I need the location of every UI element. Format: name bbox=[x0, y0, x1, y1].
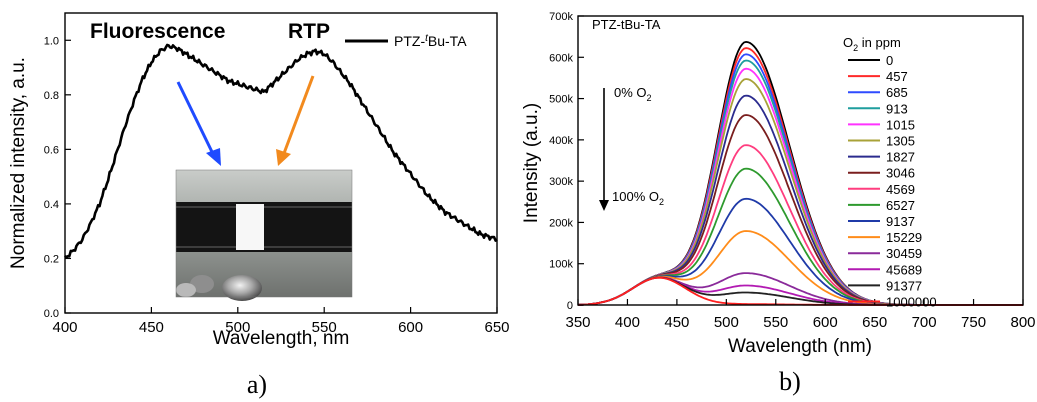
panel-b-y-tick-label: 600k bbox=[549, 52, 573, 64]
panel-b-legend-label: 6527 bbox=[886, 198, 915, 213]
panel-b-label: b) bbox=[779, 367, 801, 396]
panel-b-x-tick-label: 550 bbox=[763, 314, 788, 331]
panel-b-legend-label: 685 bbox=[886, 85, 908, 100]
panel-a: 400 450 500 550 600 650 0.0 0.2 0.4 0.6 0.8 1.0 Flu… bbox=[8, 12, 510, 399]
panel-b-legend-label: 1000000 bbox=[886, 295, 937, 310]
panel-a-axis-ticks: 400 450 500 550 600 650 0.0 0.2 0.4 0.6 0.8 1.0 bbox=[44, 35, 510, 336]
panel-a-legend: PTZ-tBu-TA bbox=[345, 33, 467, 50]
panel-b-legend-label: 457 bbox=[886, 69, 908, 84]
panel-b: 350 400 450 500 550 600 650 700 750 800 0 100k 200k 3… bbox=[521, 11, 1036, 396]
panel-a-x-tick-label: 600 bbox=[398, 319, 423, 336]
panel-b-legend-label: 15229 bbox=[886, 230, 922, 245]
panel-b-plot-frame bbox=[577, 15, 1024, 306]
fluorescence-annotation: Fluorescence bbox=[90, 20, 225, 43]
panel-a-y-tick-label: 0.2 bbox=[44, 253, 59, 265]
panel-a-legend-label: PTZ-tBu-TA bbox=[394, 33, 467, 50]
panel-a-x-tick-label: 650 bbox=[484, 319, 509, 336]
panel-b-x-tick-label: 600 bbox=[813, 314, 838, 331]
panel-b-y-tick-label: 500k bbox=[549, 94, 573, 106]
panel-b-series-line bbox=[578, 40, 1023, 306]
panel-b-legend-label: 913 bbox=[886, 101, 908, 116]
panel-a-y-tick-label: 0.6 bbox=[44, 144, 59, 156]
panel-b-x-tick-label: 700 bbox=[912, 314, 937, 331]
panel-a-y-axis-label: Normalized intensity, a.u. bbox=[8, 57, 29, 269]
panel-b-title: PTZ-tBu-TA bbox=[592, 17, 661, 32]
panel-b-y-tick-label: 400k bbox=[549, 135, 573, 147]
panel-b-x-tick-label: 400 bbox=[615, 314, 640, 331]
panel-a-y-tick-label: 0.8 bbox=[44, 90, 59, 102]
panel-b-legend-label: 1305 bbox=[886, 134, 915, 149]
rtp-arrow bbox=[276, 75, 315, 166]
panel-b-x-tick-label: 500 bbox=[714, 314, 739, 331]
panel-a-x-tick-label: 400 bbox=[52, 319, 77, 336]
panel-b-legend-label: 3046 bbox=[886, 166, 915, 181]
panel-a-y-tick-label: 1.0 bbox=[44, 35, 59, 47]
panel-b-series-lines bbox=[578, 40, 1023, 306]
panel-b-legend-label: 1015 bbox=[886, 117, 915, 132]
panel-a-x-tick-label: 450 bbox=[139, 319, 164, 336]
panel-b-legend-label: 4569 bbox=[886, 182, 915, 197]
panel-b-y-axis-label: Intensity (a.u.) bbox=[521, 103, 542, 223]
panel-b-series-line bbox=[578, 197, 1023, 306]
panel-b-y-tick-label: 0 bbox=[567, 300, 573, 312]
panel-b-legend-title: O2 in ppm bbox=[843, 35, 901, 53]
rtp-annotation: RTP bbox=[288, 20, 330, 43]
panel-a-plot-frame bbox=[64, 12, 498, 314]
panel-a-y-tick-label: 0.0 bbox=[44, 308, 59, 320]
fluorescence-arrow bbox=[176, 81, 221, 166]
oxygen-top-label: 0% O2 bbox=[614, 85, 652, 103]
panel-b-y-tick-label: 100k bbox=[549, 259, 573, 271]
panel-a-x-tick-label: 500 bbox=[225, 319, 250, 336]
panel-b-x-tick-label: 800 bbox=[1010, 314, 1035, 331]
oxygen-bottom-label: 100% O2 bbox=[612, 189, 664, 207]
panel-b-legend-label: 9137 bbox=[886, 214, 915, 229]
panel-b-x-tick-label: 350 bbox=[565, 314, 590, 331]
oxygen-arrow-annotation: 0% O2 100% O2 bbox=[599, 85, 664, 211]
panel-a-label: a) bbox=[247, 370, 267, 399]
panel-b-legend-label: 1827 bbox=[886, 150, 915, 165]
panel-a-x-axis-label: Wavelength, nm bbox=[213, 328, 350, 349]
panel-a-x-tick-label: 550 bbox=[312, 319, 337, 336]
panel-a-y-tick-label: 0.4 bbox=[44, 199, 59, 211]
panel-b-axis-ticks: 350 400 450 500 550 600 650 700 750 800 0 100k 200k 3… bbox=[549, 11, 1035, 331]
panel-b-x-axis-label: Wavelength (nm) bbox=[728, 336, 872, 357]
panel-b-legend-label: 0 bbox=[886, 53, 893, 68]
panel-b-x-tick-label: 450 bbox=[664, 314, 689, 331]
inset-photograph bbox=[175, 169, 353, 301]
panel-b-x-tick-label: 750 bbox=[961, 314, 986, 331]
panel-b-legend-label: 30459 bbox=[886, 246, 922, 261]
panel-b-legend-label: 91377 bbox=[886, 278, 922, 293]
panel-b-y-tick-label: 200k bbox=[549, 217, 573, 229]
panel-b-x-tick-label: 650 bbox=[862, 314, 887, 331]
panel-a-series-line bbox=[63, 43, 498, 259]
panel-b-y-tick-label: 700k bbox=[549, 11, 573, 23]
panel-b-y-tick-label: 300k bbox=[549, 176, 573, 188]
panel-b-legend-label: 45689 bbox=[886, 262, 922, 277]
